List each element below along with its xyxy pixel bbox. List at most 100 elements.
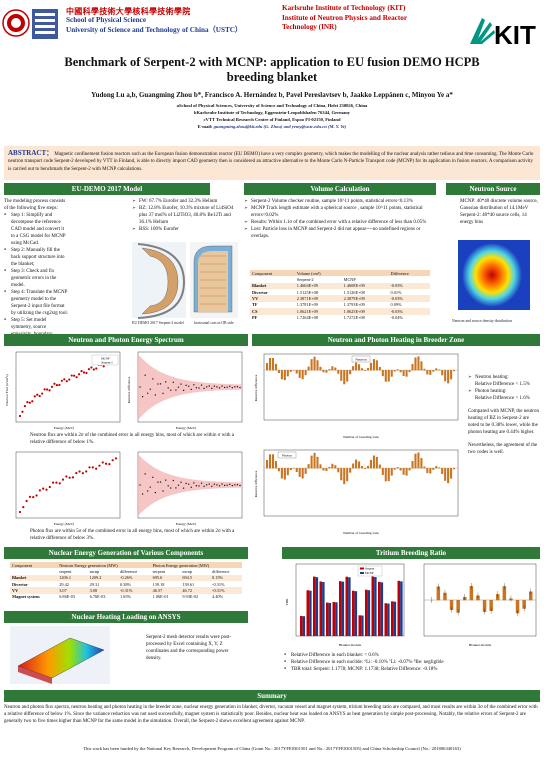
section-heating-header: Neutron and Photon Heating in Breeder Zo… (252, 334, 540, 346)
photon-heating-bar (420, 458, 423, 469)
nuclear-table-cell: 46.57 (152, 587, 163, 593)
nuclear-table-cell: Divertor (12, 581, 28, 587)
neutron-heating-bar (399, 370, 402, 373)
neutron-heating-bar (453, 370, 456, 372)
model-step-2: Step 2: Manually fill the back support s… (4, 247, 68, 268)
neutron-flux-point (95, 367, 98, 370)
neutron-heating-bar (319, 366, 322, 371)
photon-flux-point (88, 466, 91, 469)
neutron-diff-point (236, 386, 239, 388)
photon-flux-point (91, 466, 94, 469)
neutron-heating-bar (381, 370, 384, 377)
header-left: 中國科學技術大學核科學技術學院 School of Physical Scien… (66, 6, 266, 35)
photon-diff-point (170, 487, 172, 489)
nt-first-col: Component (12, 562, 33, 568)
photon-heating-bar (295, 468, 298, 472)
neutron-diff-chart: Energy (MeV) Relative difference (127, 351, 243, 430)
volume-bullet-4: Lost: Particle loss in MCNP and Serpent-… (244, 226, 436, 240)
photon-flux-point (78, 470, 81, 473)
neutron-diff-point (172, 381, 174, 383)
neutron-diff-point (157, 383, 159, 385)
tbr-diff-bar (489, 600, 493, 611)
tbr-serpent-bar (391, 601, 394, 636)
neutron-heating-bar (450, 370, 453, 380)
photon-heating-bar (271, 454, 275, 469)
nuclear-table-cell: 3.08 (89, 587, 98, 593)
photon-flux-point (68, 476, 71, 479)
neutron-heating-bar (268, 357, 272, 371)
tbr-mcnp-bar (348, 577, 351, 636)
svg-text:Neutron Flux (n/cm²s): Neutron Flux (n/cm²s) (5, 373, 9, 405)
photon-flux-point (22, 505, 25, 509)
neutron-diff-point (216, 386, 218, 388)
photon-flux-point (65, 475, 68, 478)
source-text-1: MCNP: 40*40 discrete volume source, Gaus… (460, 199, 538, 211)
nuclear-table-row: Magnet system 6.86E-03 6.76E-03 1.65% 1.06E-… (10, 594, 242, 600)
neutron-diff-point (239, 386, 241, 389)
photon-heating-bar (435, 466, 438, 469)
photon-heating-bar (346, 468, 349, 482)
photon-flux-point (38, 489, 41, 492)
poster-title: Benchmark of Serpent-2 with MCNP: applic… (0, 55, 544, 86)
photon-diff-point (190, 486, 192, 488)
neutron-flux-point (90, 366, 93, 369)
neutron-heating-bar (361, 368, 364, 371)
neutron-diff-point (141, 396, 144, 398)
tbr-bullet-3: TBR total: Serpent: 1.1778; MCNP: 1.1738… (284, 666, 540, 673)
neutron-heating-bar (444, 370, 447, 382)
photon-flux-point (98, 464, 101, 467)
model-intro: The modeling process consists of the fol… (4, 199, 66, 211)
photon-flux-point (42, 487, 45, 490)
neutron-diff-point (180, 383, 182, 385)
tbr-serpent-bar (345, 576, 348, 636)
neutron-diff-band (138, 354, 242, 420)
tbr-serpent-bar (358, 615, 361, 636)
photon-diff-point (226, 484, 228, 486)
heating-para-2: Nevertheless, the agreement of the two c… (468, 443, 538, 455)
photon-heating-bar (441, 468, 444, 474)
photon-heating-bar (286, 468, 289, 476)
svg-text:Energy (MeV): Energy (MeV) (54, 522, 75, 526)
volume-table-cell: 1.4604E+09 (296, 283, 318, 289)
photon-flux-point (52, 481, 55, 484)
photon-diff-point (141, 493, 144, 495)
tbr-mcnp-bar (380, 582, 384, 636)
photon-heating-bar (340, 468, 343, 481)
photon-diff-point (221, 483, 223, 485)
heating-bullet-neutron: Neutron heating: (468, 374, 540, 381)
photon-diff-point (154, 491, 156, 494)
volume-table-cell: 1.4608E+09 (343, 283, 365, 289)
header-right-line-3: Technology (INR) (282, 23, 337, 32)
neutron-heating-bar (289, 370, 292, 372)
material-fw: FW: 67.7% Eurofer and 32.3% Helium (132, 198, 240, 205)
neutron-diff-point (188, 385, 190, 387)
neutron-heating-bar (429, 370, 432, 375)
photon-heating-bar (447, 468, 450, 484)
neutron-heating-bar (408, 370, 411, 373)
neutron-flux-point (31, 400, 34, 403)
photon-flux-point (75, 471, 78, 475)
model-materials: FW: 67.7% Eurofer and 32.3% Helium BZ: 1… (132, 198, 240, 233)
neutron-heating-bar (340, 370, 343, 381)
neutron-flux-point (60, 379, 63, 382)
photon-heating-bar (337, 468, 340, 473)
source-density-figure (452, 238, 536, 318)
svg-text:Energy (MeV): Energy (MeV) (176, 426, 197, 430)
neutron-heating-bar (432, 370, 435, 372)
neutron-flux-point (80, 370, 83, 373)
photon-flux-point (108, 462, 111, 466)
affiliations: aSchool of Physical Sciences, University… (0, 103, 544, 131)
photon-flux-point (95, 467, 98, 470)
photon-diff-point (229, 483, 231, 485)
tbr-diff-bar (456, 600, 460, 613)
volume-table-cell: 1.0625E+09 (343, 308, 365, 314)
section-spectrum-header: Neutron and Photon Energy Spectrum (4, 334, 248, 346)
neutron-heating-bar (334, 367, 337, 371)
volume-table-cell: VV (252, 295, 259, 301)
ustc-logo (2, 3, 62, 45)
photon-flux-point (35, 494, 38, 497)
tbr-serpent-bar (313, 576, 316, 636)
photon-diff-point (200, 482, 203, 484)
affiliation-b: bKarlsruhe Institute of Technology, Egge… (193, 109, 351, 115)
ansys-text: Serpent-2 mesh detector results were pos… (146, 635, 232, 661)
